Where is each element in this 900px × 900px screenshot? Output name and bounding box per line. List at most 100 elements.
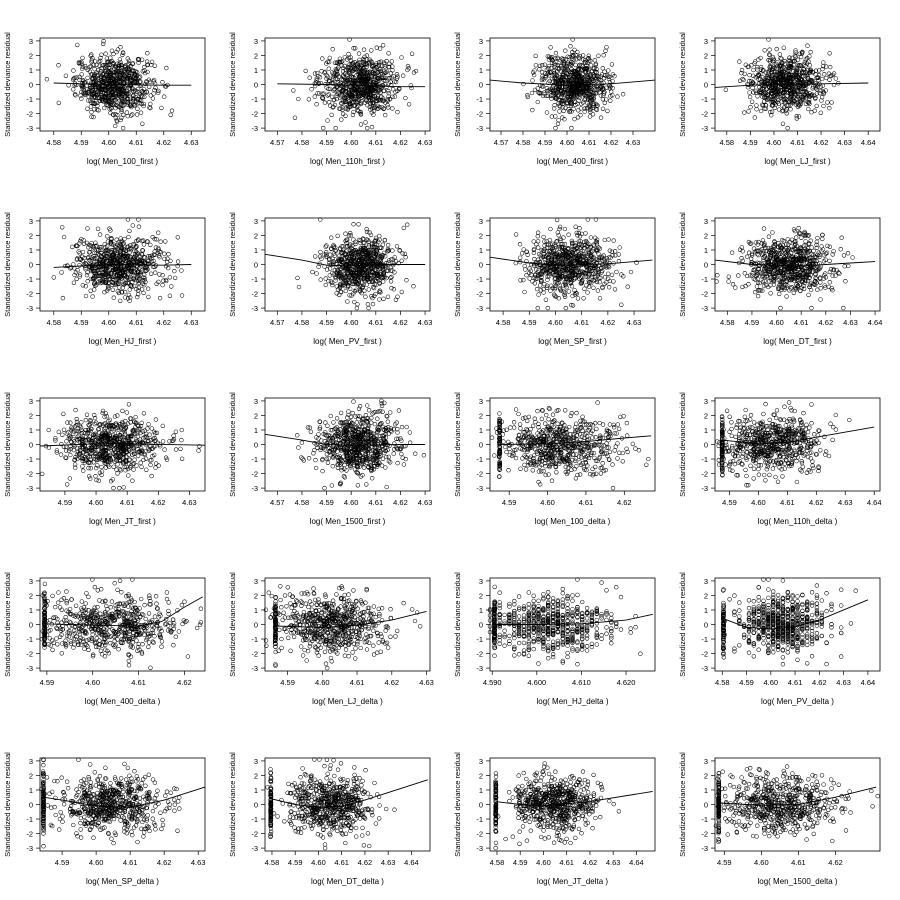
data-point <box>342 55 347 60</box>
y-tick-label: 3 <box>479 37 483 46</box>
data-point <box>781 45 786 50</box>
x-tick-label: 4.61 <box>582 138 597 147</box>
y-tick-label: 2 <box>254 231 258 240</box>
data-point <box>132 103 138 108</box>
data-point <box>96 59 102 65</box>
x-tick-label: 4.63 <box>184 318 199 327</box>
data-point <box>127 287 132 292</box>
data-point <box>600 106 606 111</box>
x-tick-label: 4.63 <box>837 138 852 147</box>
data-point <box>821 103 826 109</box>
x-tick-label: 4.58 <box>496 318 511 327</box>
data-point <box>377 297 382 302</box>
x-tick-label: 4.63 <box>626 138 641 147</box>
data-point <box>332 60 338 65</box>
data-point <box>405 222 410 227</box>
x-tick-label: 4.61 <box>369 318 384 327</box>
x-tick-label: 4.61 <box>790 138 805 147</box>
data-point <box>135 89 140 94</box>
data-point <box>179 293 185 298</box>
data-point <box>144 79 149 84</box>
data-point <box>166 251 171 257</box>
data-point <box>98 88 104 93</box>
y-tick-label: -2 <box>251 290 258 299</box>
data-point <box>128 63 133 69</box>
data-point <box>122 102 127 108</box>
data-point <box>343 231 348 236</box>
data-point <box>122 236 127 242</box>
data-point <box>85 106 90 111</box>
data-point <box>114 79 119 84</box>
data-point <box>332 71 337 76</box>
data-point <box>167 293 173 298</box>
data-point <box>537 283 543 288</box>
data-point <box>87 64 92 70</box>
data-point <box>175 235 180 240</box>
data-point <box>390 106 395 111</box>
x-axis-label: log( Men_100_first ) <box>87 157 158 166</box>
data-point <box>363 294 368 299</box>
data-point <box>318 277 323 282</box>
data-point <box>340 69 346 74</box>
data-point <box>124 92 130 97</box>
data-point <box>601 53 606 58</box>
data-point <box>60 225 65 230</box>
data-point <box>119 97 124 102</box>
data-point <box>90 100 96 105</box>
data-point <box>383 112 388 118</box>
data-point <box>75 42 80 48</box>
data-point <box>91 62 96 67</box>
data-point <box>358 122 364 127</box>
x-axis-label: log( Men_LJ_first ) <box>764 157 831 166</box>
data-point <box>95 85 100 90</box>
data-point <box>825 100 830 105</box>
data-point <box>80 249 86 255</box>
data-point <box>340 59 345 64</box>
data-point <box>535 230 541 235</box>
data-point <box>85 279 90 284</box>
data-point <box>70 244 75 250</box>
data-point <box>386 94 391 99</box>
data-point <box>544 110 550 115</box>
y-tick-label: 1 <box>479 66 483 75</box>
x-tick-label: 4.57 <box>270 318 285 327</box>
data-point <box>113 123 118 129</box>
data-point <box>352 103 357 109</box>
y-tick-label: 3 <box>254 217 258 226</box>
data-point <box>335 72 340 77</box>
data-point <box>168 112 173 118</box>
data-point <box>158 239 163 244</box>
data-point <box>121 89 126 94</box>
data-point <box>169 284 174 289</box>
data-point <box>404 278 409 283</box>
data-point <box>533 53 538 59</box>
data-point <box>116 76 122 81</box>
y-tick-label: 2 <box>704 51 708 60</box>
data-point <box>137 75 142 80</box>
data-point <box>371 285 377 291</box>
data-point <box>814 103 819 109</box>
data-point <box>99 79 105 84</box>
data-point <box>169 108 175 113</box>
data-point <box>332 87 337 92</box>
data-point <box>537 63 543 69</box>
data-point <box>364 62 370 67</box>
data-point <box>119 68 124 73</box>
data-point <box>602 237 607 243</box>
x-tick-label: 4.60 <box>548 318 563 327</box>
data-point <box>325 74 330 79</box>
data-point <box>114 118 119 123</box>
data-point <box>101 105 107 111</box>
data-point <box>746 109 751 114</box>
data-point <box>143 81 148 87</box>
data-point <box>101 41 106 47</box>
data-point <box>110 287 115 292</box>
data-point <box>94 82 99 88</box>
x-tick-label: 4.59 <box>74 318 89 327</box>
data-point <box>809 110 814 115</box>
data-point <box>785 125 790 131</box>
data-point <box>111 78 117 83</box>
data-point <box>563 48 568 53</box>
